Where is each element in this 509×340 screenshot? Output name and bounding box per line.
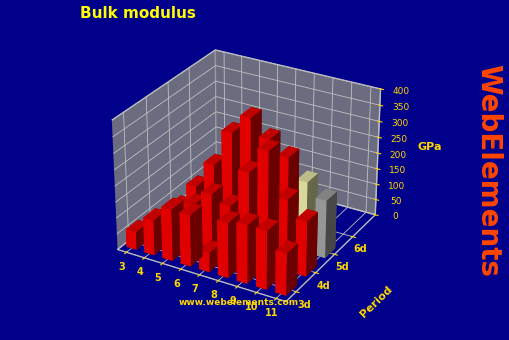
Text: WebElements: WebElements <box>473 64 501 276</box>
Text: Bulk modulus: Bulk modulus <box>80 6 196 21</box>
Y-axis label: Period: Period <box>358 284 393 319</box>
Text: www.webelements.com: www.webelements.com <box>178 298 298 307</box>
